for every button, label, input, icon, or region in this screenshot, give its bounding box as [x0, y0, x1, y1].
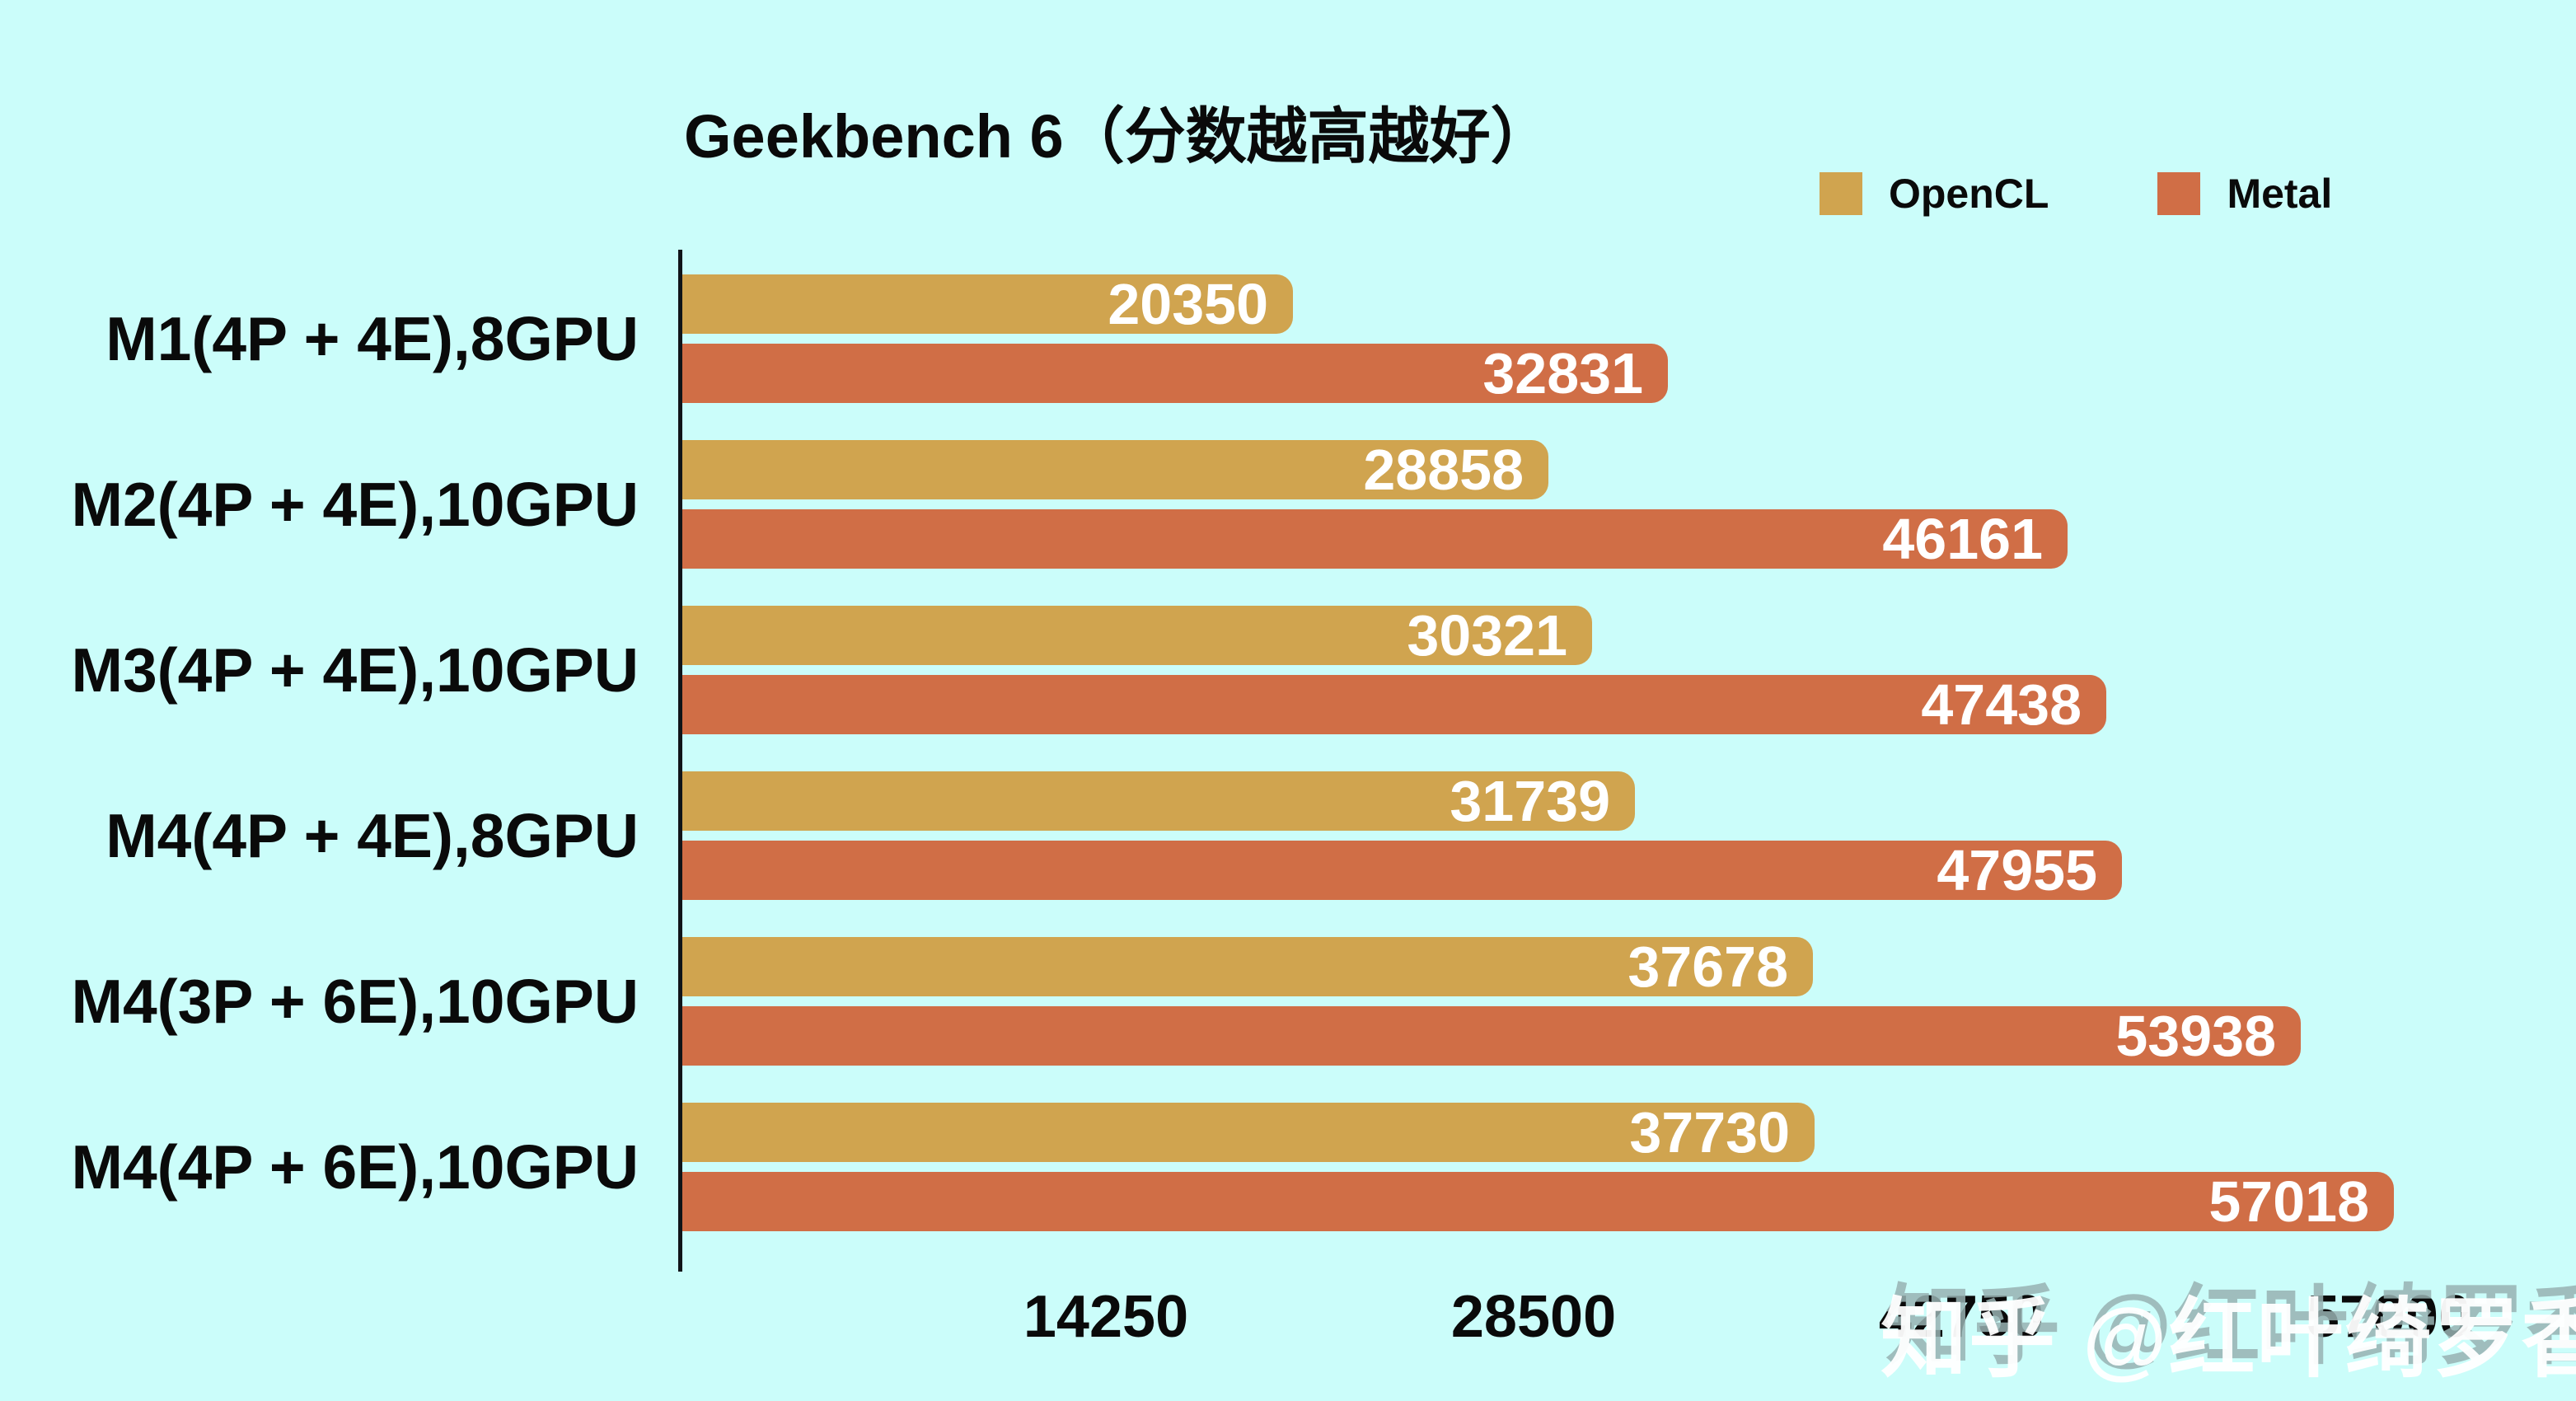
bar-value-label: 32831: [1482, 341, 1643, 405]
x-tick-label: 42750: [1878, 1284, 2044, 1350]
bar-metal: 53938: [682, 1006, 2301, 1066]
bar-value-label: 47955: [1937, 838, 2097, 902]
bar-value-label: 37730: [1629, 1100, 1790, 1164]
bar-opencl: 31739: [682, 771, 1635, 831]
category-label: M4(3P + 6E),10GPU: [71, 967, 639, 1036]
legend-label-metal: Metal: [2227, 171, 2333, 217]
bar-opencl: 28858: [682, 440, 1548, 499]
bar-metal: 46161: [682, 509, 2068, 569]
bar-value-label: 37678: [1628, 935, 1788, 999]
x-tick-label: 14250: [1023, 1284, 1189, 1350]
legend-item-metal: Metal: [2157, 170, 2332, 218]
category-label: M1(4P + 4E),8GPU: [105, 304, 639, 373]
category-label: M3(4P + 4E),10GPU: [71, 635, 639, 705]
category-label: M4(4P + 4E),8GPU: [105, 801, 639, 870]
bar-metal: 47955: [682, 841, 2122, 900]
x-tick-label: 28500: [1450, 1284, 1617, 1350]
x-tick-label: 57000: [2306, 1284, 2472, 1350]
bar-metal: 32831: [682, 344, 1668, 403]
bar-metal: 57018: [682, 1172, 2394, 1231]
bar-opencl: 30321: [682, 606, 1592, 665]
bar-value-label: 30321: [1407, 603, 1567, 668]
y-axis-line: [678, 250, 682, 1272]
legend-item-opencl: OpenCL: [1820, 170, 2049, 218]
opencl-swatch-icon: [1820, 172, 1862, 215]
chart-title: Geekbench 6（分数越高越好）: [684, 102, 1552, 171]
bar-value-label: 53938: [2115, 1004, 2276, 1068]
bar-opencl: 37678: [682, 937, 1813, 996]
bar-metal: 47438: [682, 675, 2106, 734]
bar-value-label: 31739: [1450, 769, 1610, 833]
category-label: M4(4P + 6E),10GPU: [71, 1132, 639, 1202]
bar-opencl: 37730: [682, 1103, 1815, 1162]
watermark: 知乎 @红叶绮罗香: [1880, 1291, 2576, 1388]
bar-value-label: 47438: [1921, 672, 2082, 737]
legend: OpenCL Metal: [1820, 170, 2332, 218]
metal-swatch-icon: [2157, 172, 2201, 215]
bar-value-label: 20350: [1108, 272, 1268, 336]
bar-value-label: 46161: [1882, 507, 2043, 571]
bar-value-label: 28858: [1363, 438, 1524, 502]
bar-opencl: 20350: [682, 274, 1293, 334]
bar-value-label: 57018: [2208, 1169, 2369, 1234]
legend-label-opencl: OpenCL: [1889, 171, 2049, 217]
category-label: M2(4P + 4E),10GPU: [71, 470, 639, 539]
